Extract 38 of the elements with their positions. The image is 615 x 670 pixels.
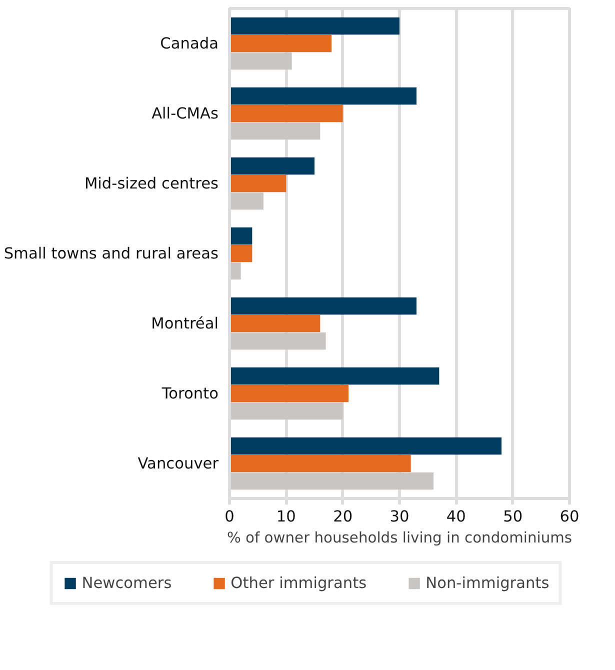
legend-label: Newcomers [82, 574, 172, 592]
legend-label: Non-immigrants [426, 574, 550, 592]
bar [230, 314, 320, 332]
bar [230, 297, 416, 315]
y-tick-label: Small towns and rural areas [4, 244, 219, 262]
y-tick-label: All-CMAs [152, 104, 219, 122]
bar [230, 17, 400, 35]
x-tick-label: 50 [503, 508, 523, 526]
x-tick-label: 30 [390, 508, 410, 526]
bar [230, 244, 252, 262]
bar [230, 472, 434, 490]
y-tick-label: Mid-sized centres [84, 174, 219, 192]
y-tick-label: Toronto [160, 384, 219, 402]
x-tick-label: 0 [224, 508, 234, 526]
x-tick-label: 40 [446, 508, 466, 526]
bar [230, 157, 314, 175]
x-tick-label: 10 [276, 508, 296, 526]
bar [230, 52, 292, 70]
bar [230, 402, 343, 420]
bar [230, 227, 252, 245]
y-tick-label: Canada [160, 34, 218, 52]
bar [230, 437, 502, 455]
y-tick-label: Vancouver [138, 454, 220, 472]
x-tick-label: 60 [560, 508, 580, 526]
y-tick-label: Montréal [151, 314, 218, 332]
bar [230, 122, 320, 140]
bar [230, 34, 332, 52]
bar [230, 87, 416, 105]
bar [230, 454, 411, 472]
legend-label: Other immigrants [230, 574, 367, 592]
bar [230, 174, 286, 192]
bar [230, 332, 326, 350]
bar [230, 367, 440, 385]
bar [230, 192, 264, 210]
bar [230, 384, 348, 402]
x-tick-label: 20 [333, 508, 353, 526]
bar [230, 104, 343, 122]
x-axis-title: % of owner households living in condominiums [226, 530, 572, 546]
